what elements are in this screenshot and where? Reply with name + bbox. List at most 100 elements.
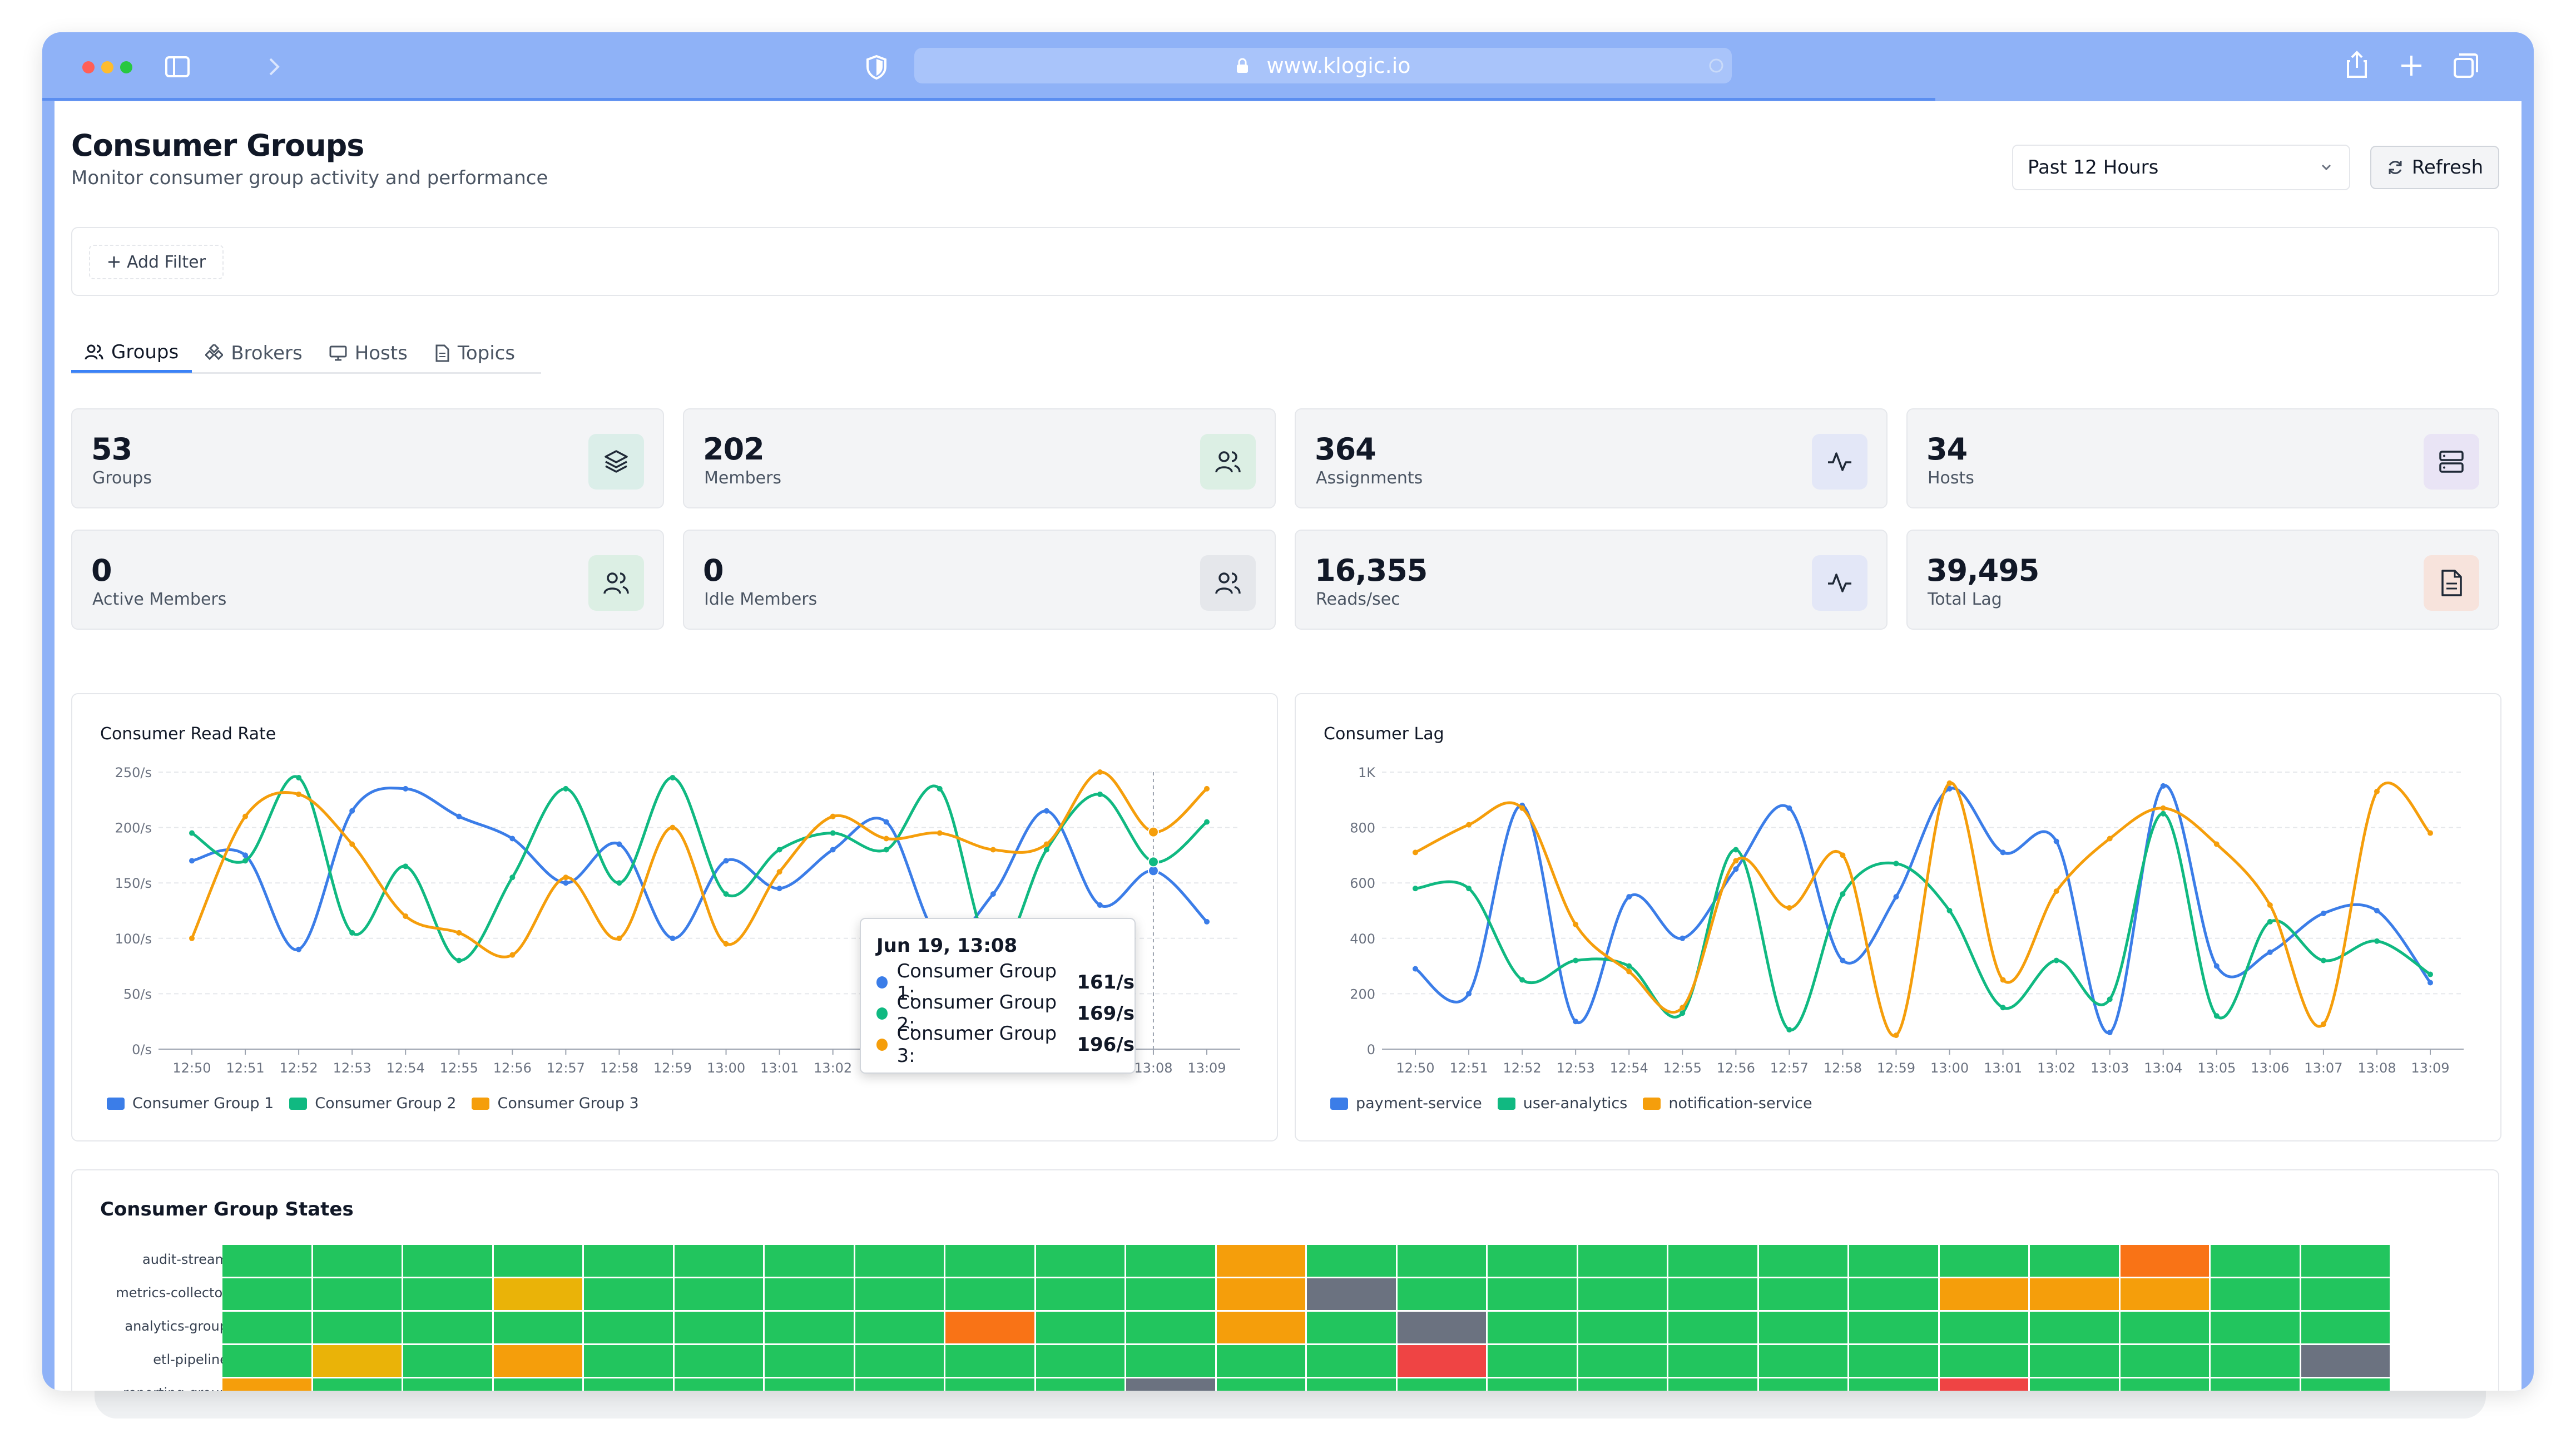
heatmap-cell[interactable] <box>2301 1245 2390 1277</box>
heatmap-cell[interactable] <box>1668 1345 1757 1377</box>
heatmap-cell[interactable] <box>1397 1312 1486 1343</box>
heatmap-cell[interactable] <box>1578 1312 1667 1343</box>
heatmap-cell[interactable] <box>1758 1378 1847 1391</box>
reload-icon[interactable] <box>1707 57 1725 75</box>
heatmap-cell[interactable] <box>1126 1278 1215 1310</box>
heatmap-cell[interactable] <box>1939 1278 2028 1310</box>
heatmap-cell[interactable] <box>1216 1312 1305 1343</box>
heatmap-cell[interactable] <box>1849 1378 1938 1391</box>
heatmap-cell[interactable] <box>855 1312 944 1343</box>
heatmap-cell[interactable] <box>1036 1312 1124 1343</box>
tab-overview-icon[interactable] <box>2453 52 2479 79</box>
heatmap-cell[interactable] <box>1036 1278 1124 1310</box>
heatmap-cell[interactable] <box>1488 1278 1577 1310</box>
heatmap-cell[interactable] <box>765 1278 854 1310</box>
heatmap-cell[interactable] <box>1939 1345 2028 1377</box>
heatmap-cell[interactable] <box>1126 1312 1215 1343</box>
heatmap-cell[interactable] <box>674 1312 763 1343</box>
heatmap-cell[interactable] <box>2120 1378 2209 1391</box>
heatmap-cell[interactable] <box>1578 1278 1667 1310</box>
heatmap-cell[interactable] <box>1939 1312 2028 1343</box>
consumer-lag-chart[interactable]: 0 200 400 600 800 1K 12:50 12:51 12:52 12:53 12:54… <box>1296 694 2503 1084</box>
heatmap-cell[interactable] <box>1488 1345 1577 1377</box>
heatmap-cell[interactable] <box>313 1245 402 1277</box>
heatmap-cell[interactable] <box>1668 1312 1757 1343</box>
heatmap-cell[interactable] <box>584 1378 673 1391</box>
heatmap-cell[interactable] <box>1939 1245 2028 1277</box>
heatmap-cell[interactable] <box>2030 1345 2119 1377</box>
legend-item[interactable]: Consumer Group 1 <box>107 1095 274 1112</box>
share-icon[interactable] <box>2345 49 2369 80</box>
heatmap-cell[interactable] <box>1758 1278 1847 1310</box>
heatmap-cell[interactable] <box>493 1245 582 1277</box>
tab-hosts[interactable]: Hosts <box>316 334 421 373</box>
tab-brokers[interactable]: Brokers <box>192 334 315 373</box>
minimize-window-dot[interactable] <box>101 61 113 73</box>
heatmap-cell[interactable] <box>1126 1245 1215 1277</box>
heatmap-cell[interactable] <box>1758 1345 1847 1377</box>
heatmap-cell[interactable] <box>855 1245 944 1277</box>
heatmap-cell[interactable] <box>945 1378 1034 1391</box>
heatmap-cell[interactable] <box>1036 1345 1124 1377</box>
heatmap-cell[interactable] <box>313 1378 402 1391</box>
heatmap-cell[interactable] <box>222 1245 311 1277</box>
legend-item[interactable]: user-analytics <box>1497 1095 1627 1112</box>
add-filter-button[interactable]: Add Filter <box>89 245 224 279</box>
heatmap-cell[interactable] <box>222 1278 311 1310</box>
heatmap-cell[interactable] <box>313 1278 402 1310</box>
refresh-button[interactable]: Refresh <box>2370 146 2499 189</box>
heatmap-cell[interactable] <box>313 1312 402 1343</box>
heatmap-cell[interactable] <box>945 1345 1034 1377</box>
heatmap-cell[interactable] <box>493 1378 582 1391</box>
heatmap-cell[interactable] <box>2211 1312 2300 1343</box>
sidebar-toggle-icon[interactable] <box>165 56 190 78</box>
heatmap-cell[interactable] <box>2301 1312 2390 1343</box>
address-bar[interactable]: www.klogic.io <box>914 48 1732 83</box>
new-tab-icon[interactable] <box>2399 53 2424 78</box>
heatmap-cell[interactable] <box>403 1378 492 1391</box>
heatmap-cell[interactable] <box>403 1312 492 1343</box>
heatmap-cell[interactable] <box>2301 1345 2390 1377</box>
heatmap-cell[interactable] <box>1126 1378 1215 1391</box>
heatmap-cell[interactable] <box>1307 1245 1396 1277</box>
legend-item[interactable]: notification-service <box>1643 1095 1812 1112</box>
heatmap-cell[interactable] <box>674 1278 763 1310</box>
heatmap-cell[interactable] <box>1397 1378 1486 1391</box>
heatmap-cell[interactable] <box>1758 1312 1847 1343</box>
legend-item[interactable]: Consumer Group 3 <box>472 1095 639 1112</box>
heatmap-cell[interactable] <box>493 1278 582 1310</box>
heatmap-cell[interactable] <box>584 1345 673 1377</box>
heatmap-cell[interactable] <box>765 1245 854 1277</box>
heatmap-cell[interactable] <box>1397 1345 1486 1377</box>
heatmap-cell[interactable] <box>1578 1378 1667 1391</box>
heatmap-cell[interactable] <box>1036 1245 1124 1277</box>
heatmap-cell[interactable] <box>1668 1278 1757 1310</box>
heatmap-cell[interactable] <box>222 1378 311 1391</box>
heatmap-cell[interactable] <box>222 1312 311 1343</box>
heatmap-cell[interactable] <box>1397 1278 1486 1310</box>
heatmap-cell[interactable] <box>584 1245 673 1277</box>
heatmap-cell[interactable] <box>403 1278 492 1310</box>
heatmap-cell[interactable] <box>2030 1378 2119 1391</box>
shield-icon[interactable] <box>865 55 888 80</box>
close-window-dot[interactable] <box>82 61 95 73</box>
heatmap-cell[interactable] <box>1036 1378 1124 1391</box>
heatmap-cell[interactable] <box>765 1345 854 1377</box>
heatmap-cell[interactable] <box>2120 1312 2209 1343</box>
heatmap-cell[interactable] <box>1488 1312 1577 1343</box>
heatmap-cell[interactable] <box>403 1245 492 1277</box>
heatmap-cell[interactable] <box>1216 1245 1305 1277</box>
heatmap-cell[interactable] <box>765 1378 854 1391</box>
maximize-window-dot[interactable] <box>120 61 132 73</box>
heatmap-cell[interactable] <box>1578 1245 1667 1277</box>
heatmap-cell[interactable] <box>222 1345 311 1377</box>
heatmap-cell[interactable] <box>855 1278 944 1310</box>
heatmap-cell[interactable] <box>2030 1245 2119 1277</box>
heatmap-cell[interactable] <box>2211 1245 2300 1277</box>
forward-arrow-icon[interactable] <box>266 57 283 77</box>
heatmap-cell[interactable] <box>1939 1378 2028 1391</box>
heatmap-cell[interactable] <box>1307 1378 1396 1391</box>
heatmap-cell[interactable] <box>2120 1245 2209 1277</box>
heatmap-cell[interactable] <box>674 1245 763 1277</box>
heatmap-cell[interactable] <box>1668 1245 1757 1277</box>
